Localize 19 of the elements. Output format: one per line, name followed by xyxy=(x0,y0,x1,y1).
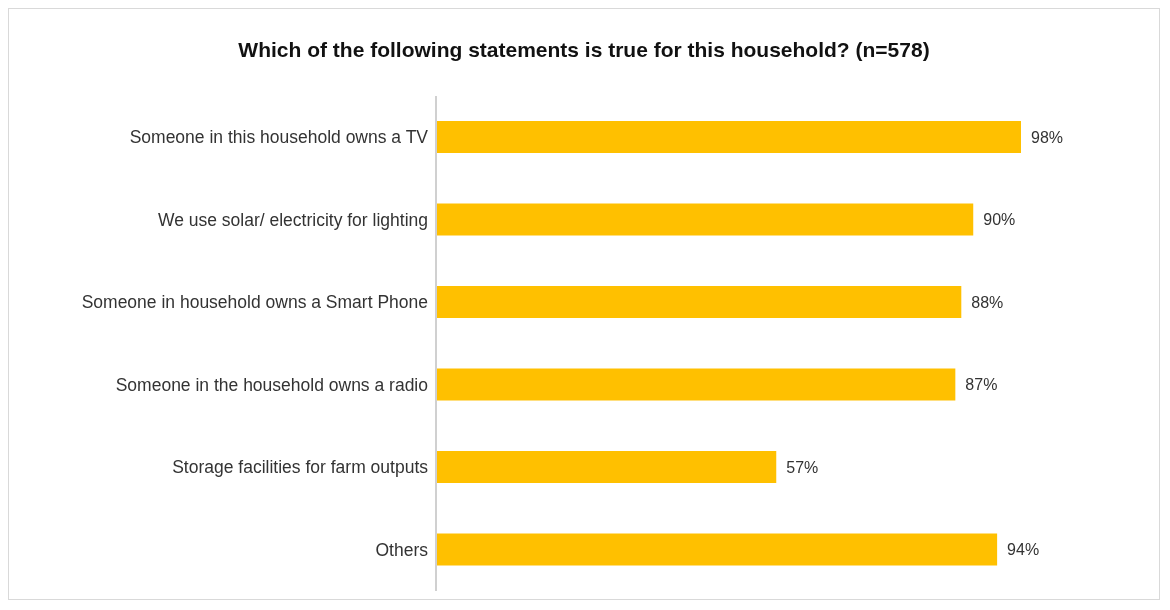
data-label: 87% xyxy=(965,376,998,394)
y-tick-label: We use solar/ electricity for lighting xyxy=(157,209,428,230)
y-tick-label: Storage facilities for farm outputs xyxy=(172,457,429,478)
y-tick-label: Someone in this household owns a TV xyxy=(129,127,429,148)
data-label: 94% xyxy=(1007,541,1040,559)
bar xyxy=(436,368,956,401)
data-label: 90% xyxy=(983,211,1016,229)
bar xyxy=(436,203,974,236)
y-tick-label: Someone in the household owns a radio xyxy=(115,374,428,395)
y-tick-label: Others xyxy=(375,539,429,560)
bar xyxy=(436,286,962,318)
y-tick-label: Someone in household owns a Smart Phone xyxy=(81,292,428,313)
bar xyxy=(436,533,998,566)
data-label: 98% xyxy=(1031,128,1064,146)
bar xyxy=(436,121,1021,153)
data-label: 88% xyxy=(971,293,1004,311)
bar xyxy=(436,451,777,483)
data-label: 57% xyxy=(786,458,819,476)
chart-title: Which of the following statements is true for this household? (n=578) xyxy=(237,37,931,63)
